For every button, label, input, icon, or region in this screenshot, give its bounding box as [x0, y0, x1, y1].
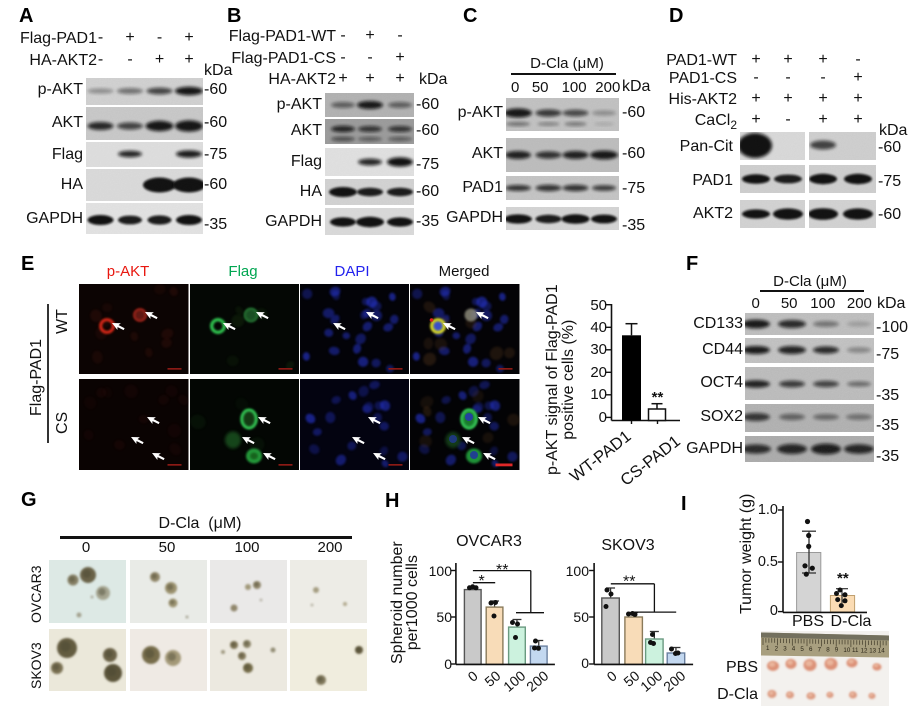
svg-text:8: 8	[826, 647, 830, 654]
svg-text:3: 3	[783, 646, 787, 653]
svg-text:**: **	[837, 570, 849, 587]
svg-text:9: 9	[835, 647, 839, 654]
svg-text:*: *	[479, 573, 485, 590]
svg-text:12: 12	[861, 647, 868, 654]
svg-text:2: 2	[775, 645, 779, 652]
svg-text:1: 1	[766, 645, 770, 652]
svg-text:11: 11	[852, 647, 859, 654]
svg-text:**: **	[496, 562, 508, 579]
svg-text:5: 5	[800, 646, 804, 653]
svg-text:4: 4	[792, 646, 796, 653]
svg-text:10: 10	[843, 647, 850, 654]
svg-text:14: 14	[878, 648, 885, 655]
svg-text:**: **	[623, 574, 635, 591]
svg-text:6: 6	[809, 646, 813, 653]
svg-text:13: 13	[869, 648, 876, 655]
svg-text:7: 7	[818, 646, 822, 653]
